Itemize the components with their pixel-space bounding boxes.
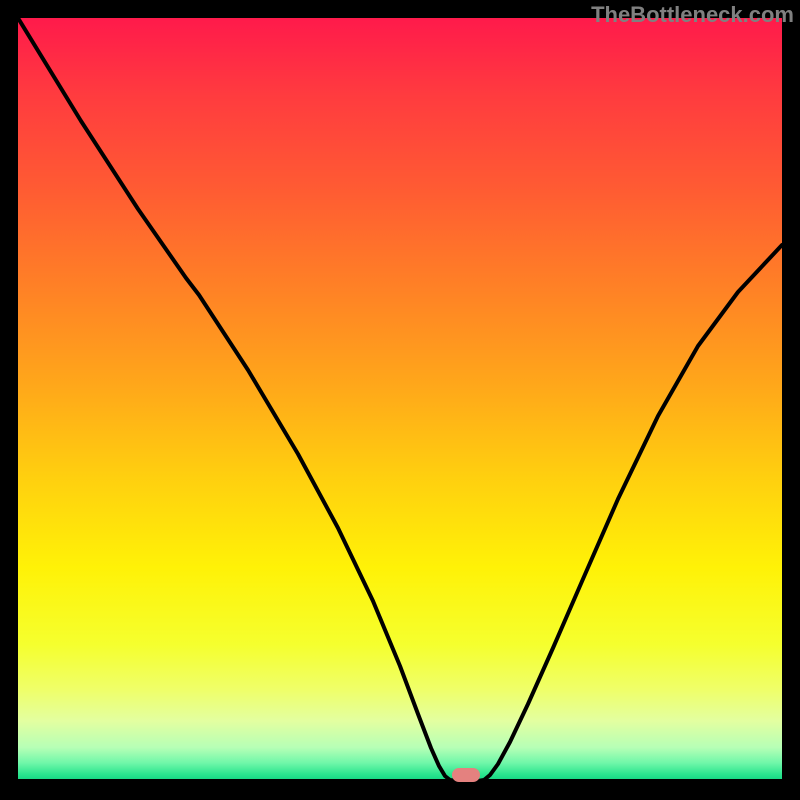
bottleneck-curve [18, 18, 782, 782]
plot-area [18, 18, 782, 782]
optimal-marker [452, 768, 480, 782]
chart-container: TheBottleneck.com [0, 0, 800, 800]
watermark-text: TheBottleneck.com [591, 2, 794, 28]
